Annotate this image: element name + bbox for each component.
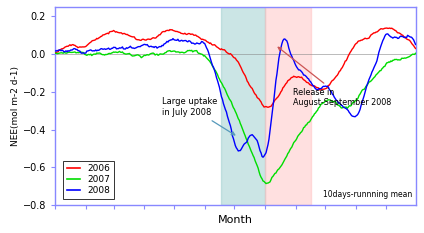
Text: Release in
August-September 2008: Release in August-September 2008 [278,47,391,107]
Bar [265,7,310,205]
Bar [221,7,265,205]
X-axis label: Month: Month [218,216,253,226]
Legend: 2006, 2007, 2008: 2006, 2007, 2008 [63,161,114,199]
Text: Large uptake
in July 2008: Large uptake in July 2008 [162,97,235,135]
Y-axis label: NEE(mol m-2 d-1): NEE(mol m-2 d-1) [11,66,20,146]
Text: 10days-runnning mean: 10days-runnning mean [323,190,412,199]
